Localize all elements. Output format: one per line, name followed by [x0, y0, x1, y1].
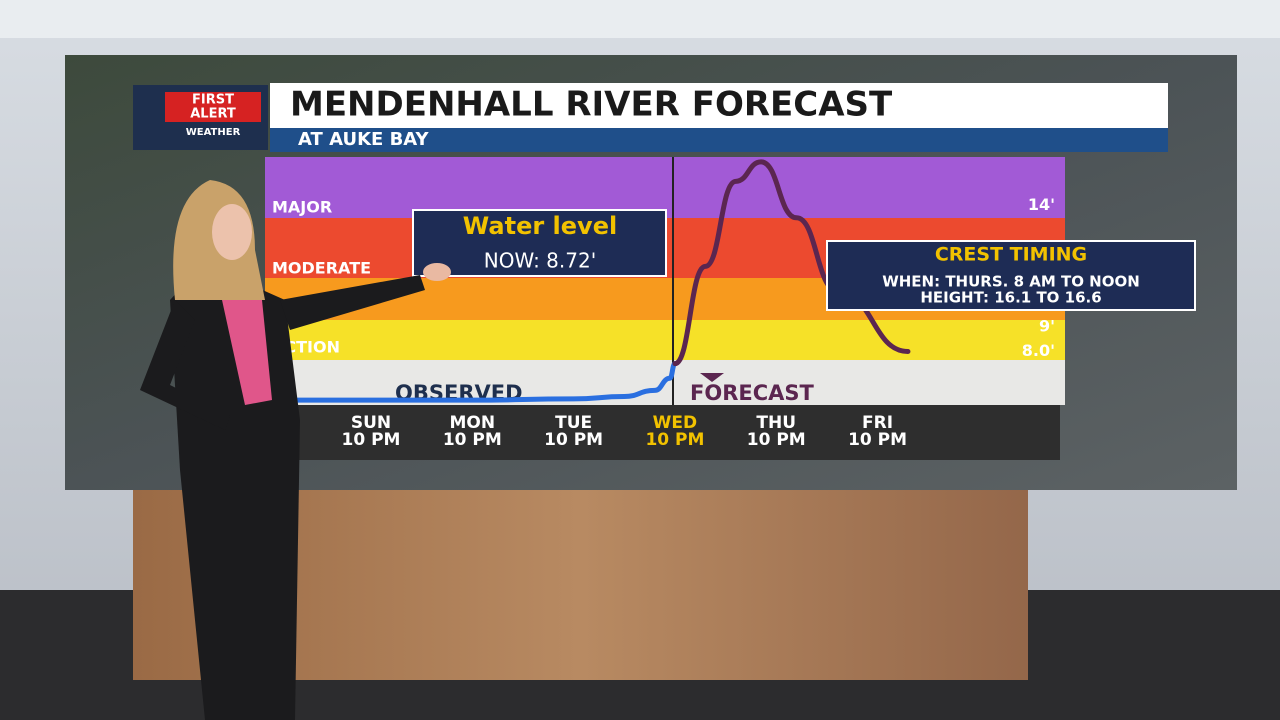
water-level-now: NOW: 8.72' — [484, 249, 596, 273]
band-major — [265, 157, 1065, 218]
stage-label: MODERATE — [272, 259, 371, 278]
y-tick-label: 9' — [1039, 317, 1055, 336]
logo-text: WEATHER — [186, 127, 241, 138]
logo-text: ALERT — [190, 107, 236, 122]
band-action — [265, 320, 1065, 360]
crest-height: HEIGHT: 16.1 TO 16.6 — [920, 289, 1101, 307]
x-tick-label: THU 10 PM — [746, 413, 806, 450]
chart-title: MENDENHALL RIVER FORECAST — [290, 85, 893, 125]
title-bar — [270, 83, 1168, 128]
presenter-shirt — [222, 300, 272, 405]
y-tick-label: 14' — [1028, 195, 1055, 214]
crest-box — [826, 240, 1196, 311]
x-tick-label: MON 10 PM — [442, 413, 502, 450]
presenter — [140, 180, 451, 720]
subtitle-bar — [270, 128, 1168, 152]
presenter-arm — [140, 300, 230, 430]
crest-title: CREST TIMING — [935, 244, 1087, 266]
x-axis-strip — [265, 405, 1060, 460]
logo-text: FIRST — [192, 93, 234, 108]
x-tick-label: SUN 10 PM — [341, 413, 401, 450]
x-tick-label: FRI 10 PM — [848, 413, 908, 450]
presenter-hand — [423, 263, 451, 281]
water-level-title: Water level — [463, 212, 617, 240]
x-tick-label: WED 10 PM — [645, 413, 705, 450]
series-label: FORECAST — [690, 381, 815, 405]
presenter-face — [212, 204, 252, 260]
logo-red — [165, 92, 261, 122]
crest-when: WHEN: THURS. 8 AM TO NOON — [882, 273, 1140, 291]
stage-label: MAJOR — [272, 198, 332, 217]
y-tick-labels: 8.0' 9' 14' — [1022, 195, 1055, 360]
series-line — [292, 361, 678, 403]
x-tick-label: TUE 10 PM — [544, 413, 604, 450]
presenter-arm — [280, 275, 425, 330]
y-tick-label: 8.0' — [1022, 341, 1055, 360]
forecast-marker — [700, 373, 724, 382]
ceiling — [0, 0, 1280, 38]
chart-subtitle: AT AUKE BAY — [298, 129, 430, 150]
water-level-box — [412, 209, 667, 277]
